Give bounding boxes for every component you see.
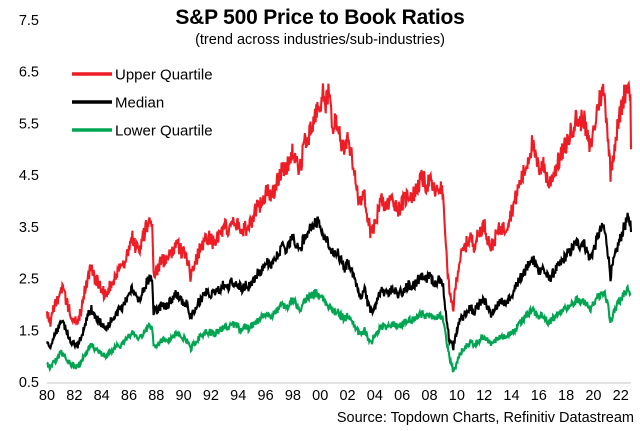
chart-title: S&P 500 Price to Book Ratios: [175, 6, 465, 29]
x-axis-tick-label: 08: [421, 388, 437, 404]
legend-label-median: Median: [115, 95, 164, 112]
legend-label-lower-quartile: Lower Quartile: [115, 123, 213, 140]
legend-label-upper-quartile: Upper Quartile: [115, 67, 213, 84]
y-axis-tick-label: 5.5: [19, 116, 39, 132]
x-axis-tick-label: 14: [503, 388, 519, 404]
series-line-median: [46, 212, 633, 351]
y-axis-tick-label: 0.5: [19, 375, 39, 391]
x-axis-tick-label: 00: [312, 388, 328, 404]
x-axis-tick-label: 86: [121, 388, 137, 404]
y-axis-tick-label: 6.5: [19, 65, 39, 81]
x-axis-tick-label: 88: [148, 388, 164, 404]
series-lines: [45, 79, 633, 373]
series-line-upper-quartile: [45, 79, 633, 327]
x-axis-tick-label: 98: [285, 388, 301, 404]
x-axis-tick-label: 84: [94, 388, 110, 404]
x-axis-tick-label: 82: [66, 388, 82, 404]
x-axis-tick-label: 04: [367, 388, 383, 404]
x-axis-tick-label: 90: [176, 388, 192, 404]
chart-subtitle: (trend across industries/sub-industries): [195, 32, 445, 48]
series-line-lower-quartile: [46, 283, 632, 373]
y-axis-tick-label: 2.5: [19, 272, 39, 288]
source-note: Source: Topdown Charts, Refinitiv Datast…: [336, 410, 634, 426]
x-axis-tick-label: 22: [613, 388, 629, 404]
y-axis-tick-label: 3.5: [19, 220, 39, 236]
x-axis-tick-label: 96: [258, 388, 274, 404]
x-axis-tick-label: 18: [558, 388, 574, 404]
y-axis-tick-label: 4.5: [19, 168, 39, 184]
x-axis-tick-label: 92: [203, 388, 219, 404]
y-axis-tick-label: 7.5: [19, 13, 39, 29]
x-axis-tick-label: 02: [339, 388, 355, 404]
chart-legend: Upper Quartile Median Lower Quartile: [72, 67, 213, 140]
y-axis-tick-label: 1.5: [19, 323, 39, 339]
y-axis: 0.5 1.5 2.5 3.5 4.5 5.5 6.5 7.5: [19, 13, 39, 391]
x-axis-tick-label: 16: [531, 388, 547, 404]
x-axis-tick-label: 10: [449, 388, 465, 404]
x-axis-tick-label: 80: [39, 388, 55, 404]
x-axis-tick-label: 94: [230, 388, 246, 404]
x-axis-tick-label: 12: [476, 388, 492, 404]
x-axis-tick-label: 20: [585, 388, 601, 404]
x-axis-tick-label: 06: [394, 388, 410, 404]
x-axis: 80 82 84 86 88 90 92 94 96 98 00 02 04 06 08 10 12 14 16 18…: [39, 388, 629, 404]
